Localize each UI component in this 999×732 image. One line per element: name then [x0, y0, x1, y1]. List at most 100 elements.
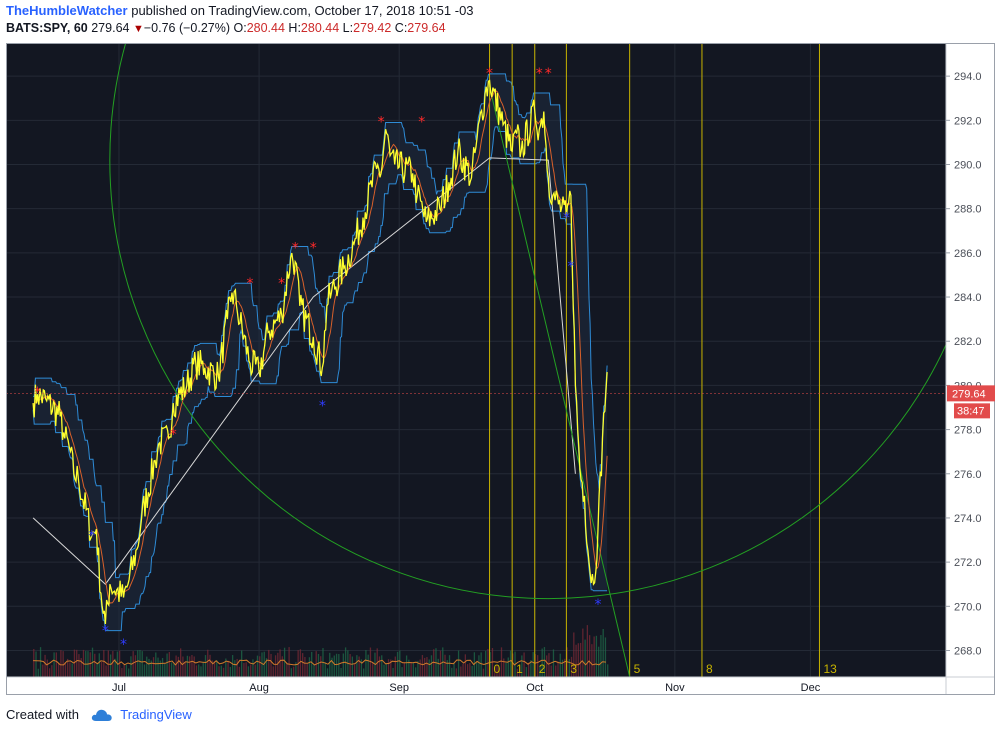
volume-bar — [451, 667, 453, 677]
volume-bar — [164, 663, 166, 677]
volume-bar — [381, 655, 383, 677]
volume-bar — [290, 668, 293, 677]
volume-bar — [202, 661, 204, 677]
last-price: 279.64 — [91, 21, 130, 35]
countdown-label: 38:47 — [957, 405, 985, 417]
sell-marker: * — [378, 115, 385, 131]
volume-bar — [150, 660, 152, 677]
volume-bar — [523, 652, 525, 677]
volume-bar — [42, 664, 44, 677]
volume-bar — [363, 668, 365, 677]
y-tick-label: 268.0 — [954, 645, 982, 657]
volume-bar — [532, 652, 534, 677]
close-label: C: — [394, 21, 408, 35]
gann-circle — [109, 43, 946, 599]
volume-bar — [496, 665, 498, 677]
volume-bar — [62, 651, 64, 677]
price-channel-lower — [32, 126, 608, 632]
volume-bar — [498, 668, 500, 677]
moving-average-line — [32, 88, 608, 604]
volume-bar — [236, 658, 238, 677]
y-tick-label: 292.0 — [954, 115, 982, 127]
fib-time-label: 2 — [539, 662, 546, 676]
buy-marker: * — [88, 529, 95, 545]
volume-bar — [430, 655, 433, 677]
volume-bar — [288, 647, 290, 677]
sell-marker: * — [545, 66, 552, 82]
volume-bar — [259, 656, 261, 677]
volume-bar — [313, 664, 315, 677]
volume-bar — [564, 658, 566, 677]
published-text: published on TradingView.com, October 17… — [131, 3, 474, 18]
volume-bar — [537, 655, 539, 677]
volume-bar — [123, 663, 125, 677]
volume-bar — [320, 656, 322, 677]
volume-bar — [143, 664, 146, 677]
volume-bar — [148, 658, 150, 677]
volume-bar — [222, 667, 225, 677]
volume-bar — [218, 666, 220, 677]
volume-bar — [372, 662, 374, 677]
volume-bar — [112, 651, 114, 677]
y-tick-label: 288.0 — [954, 204, 982, 216]
price-badge — [947, 385, 995, 402]
close-value: 279.64 — [407, 21, 446, 35]
price-chart[interactable]: 0 1 2 3 5 8 13*** ** ** ** * ********268.0270.0272.… — [6, 43, 995, 695]
volume-bar — [189, 656, 191, 677]
buy-marker: * — [567, 259, 574, 275]
volume-bar — [213, 661, 216, 677]
volume-bar — [195, 665, 198, 677]
volume-bar — [349, 654, 351, 677]
fib-time-label: 13 — [823, 662, 837, 676]
sell-marker: * — [292, 240, 299, 256]
volume-bar — [550, 665, 552, 677]
volume-bar — [598, 646, 600, 677]
volume-bar — [446, 660, 448, 677]
fib-time-label: 5 — [634, 662, 641, 676]
volume-bar — [473, 652, 476, 677]
volume-bar — [132, 651, 134, 677]
symbol-label: BATS:SPY, 60 — [6, 21, 88, 35]
volume-bar — [548, 653, 550, 677]
volume-bar — [324, 662, 326, 677]
volume-bar — [302, 653, 304, 677]
volume-bar — [584, 639, 586, 677]
tradingview-logo-icon — [91, 709, 112, 721]
volume-bar — [159, 660, 161, 677]
volume-bar — [250, 664, 252, 677]
volume-bar — [478, 655, 480, 677]
chart-border — [6, 43, 995, 695]
volume-bar — [33, 649, 35, 677]
volume-bar — [559, 653, 561, 677]
volume-bar — [595, 635, 598, 677]
publish-header: TheHumbleWatcher published on TradingVie… — [6, 3, 474, 18]
tradingview-link[interactable]: TradingView — [120, 707, 192, 722]
volume-bar — [78, 654, 80, 677]
volume-bar — [541, 648, 543, 677]
volume-bar — [121, 668, 123, 677]
y-tick-label: 276.0 — [954, 469, 982, 481]
volume-bar — [433, 649, 435, 677]
volume-bar — [252, 659, 254, 677]
volume-bar — [457, 650, 460, 677]
volume-bar — [125, 664, 128, 677]
author-username[interactable]: TheHumbleWatcher — [6, 3, 128, 18]
volume-bar — [338, 654, 340, 677]
volume-bar — [527, 662, 530, 677]
volume-bar — [231, 655, 234, 677]
x-tick-label: Sep — [389, 682, 409, 694]
volume-bar — [256, 655, 259, 677]
volume-bar — [588, 635, 591, 677]
volume-bar — [518, 666, 521, 677]
volume-bar — [55, 652, 58, 677]
volume-bar — [198, 664, 200, 677]
y-tick-label: 290.0 — [954, 159, 982, 171]
volume-bar — [152, 657, 155, 677]
volume-bar — [161, 658, 164, 677]
volume-bar — [500, 647, 503, 677]
volume-bar — [453, 662, 455, 677]
volume-bar — [607, 664, 609, 677]
y-tick-label: 274.0 — [954, 513, 982, 525]
volume-bar — [304, 656, 306, 677]
volume-bar — [333, 655, 335, 677]
